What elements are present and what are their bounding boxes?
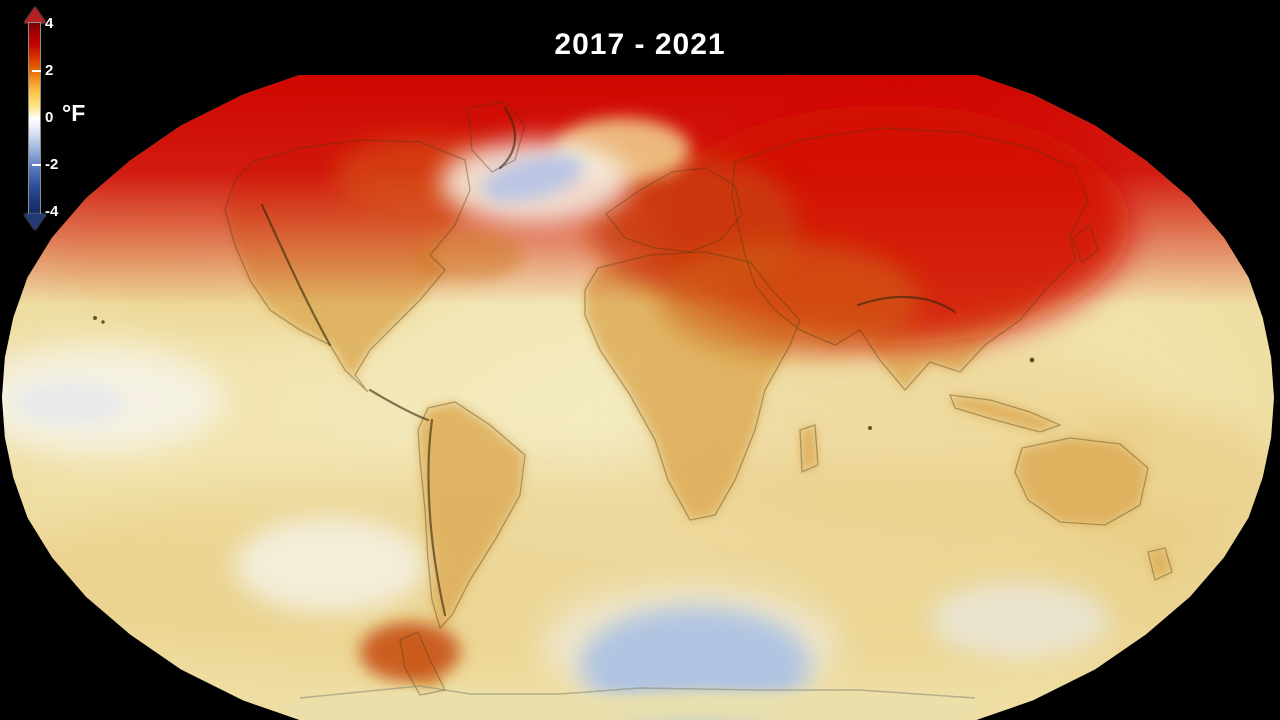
colorbar-unit-label: °F <box>62 100 86 126</box>
greenland-relief <box>498 106 517 170</box>
colorbar-down-arrow-icon <box>24 214 46 230</box>
colorbar-tick-mark <box>32 164 41 166</box>
colorbar-tick-label: 0 <box>45 109 54 126</box>
mountain-relief-lines <box>260 106 957 617</box>
colorbar-tick-label: -2 <box>45 156 59 173</box>
antarctic-peninsula-hotspot <box>360 622 460 682</box>
middle-east-hotspot <box>660 242 920 358</box>
island-dots <box>93 316 1035 430</box>
north-atlantic-cool-blob <box>482 154 584 202</box>
equatorial-pacific-cool-patch <box>15 381 125 425</box>
antarctic-coast-line <box>299 685 976 699</box>
southeast-pacific-pale-patch <box>235 517 425 613</box>
andes-relief <box>427 418 447 617</box>
colorbar-tick-label: -4 <box>45 203 59 220</box>
temperature-colorbar: 4 2 0 -2 -4 °F <box>0 0 110 250</box>
himalaya-relief <box>856 295 957 314</box>
central-america-relief <box>368 388 430 422</box>
colorbar-tick-mark <box>32 70 41 72</box>
map-clip-group <box>2 75 1274 720</box>
rockies-relief <box>260 203 332 347</box>
colorbar-up-arrow-icon <box>24 7 46 23</box>
warm-anomaly-blobs <box>335 105 1130 682</box>
colorbar-tick-label: 2 <box>45 62 54 79</box>
map-title: 2017 - 2021 <box>554 28 726 61</box>
colorbar-tick-label: 4 <box>45 15 54 32</box>
colorbar-gradient <box>28 22 41 215</box>
